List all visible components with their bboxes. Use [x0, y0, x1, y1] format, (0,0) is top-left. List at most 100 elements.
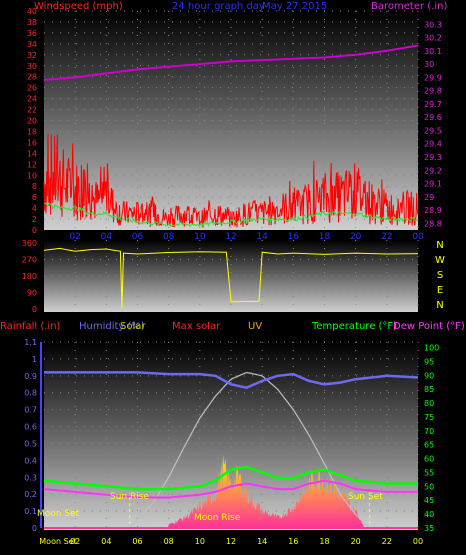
barometer-series: [43, 44, 419, 81]
y-left-tick-label: 6: [32, 193, 37, 202]
y-right-tick-label: 29.2: [424, 166, 442, 175]
direction-tick-label: 270: [22, 256, 37, 265]
max-solar-series: [129, 372, 371, 529]
y-left-tick-label: 0.8: [24, 389, 37, 398]
y-right-tick-label: 75: [424, 413, 434, 422]
y-left-tick-label: 0: [32, 226, 37, 235]
y-left-tick-label: 22: [27, 106, 37, 115]
solar-label: Solar: [120, 321, 146, 332]
y-right-tick-label: 30.3: [424, 20, 442, 29]
x-tick-label: 20: [351, 537, 361, 546]
x-tick-label: 14: [257, 537, 267, 546]
x-tick-label: 18: [319, 232, 331, 242]
y-right-tick-label: 85: [424, 385, 434, 394]
x-tick-label: 02: [70, 537, 80, 546]
y-left-tick-label: 40: [27, 7, 37, 16]
windspeed-label: Windspeed (mph): [34, 1, 123, 12]
y-right-tick-label: 29.5: [424, 126, 442, 135]
x-tick-label: Moon Set: [39, 537, 76, 546]
y-left-tick-label: 18: [27, 127, 37, 136]
y-right-tick-label: 55: [424, 468, 434, 477]
x-tick-label: 16: [288, 232, 300, 242]
y-right-tick-label: 95: [424, 357, 434, 366]
x-tick-label: 00: [413, 537, 423, 546]
sun-set-annotation: Sun Set: [348, 492, 383, 502]
date-label: May 27 2015: [262, 1, 327, 12]
rainfall-label: Rainfall (.in): [0, 321, 61, 332]
y-right-tick-label: 70: [424, 427, 434, 436]
y-right-tick-label: 29: [424, 193, 434, 202]
y-right-tick-label: 29.3: [424, 153, 442, 162]
y-right-tick-label: 29.9: [424, 73, 442, 82]
moon-set-annotation: Moon Set: [37, 509, 80, 519]
x-tick-label: 10: [195, 537, 205, 546]
temperature-series: [43, 465, 418, 491]
y-left-tick-label: 20: [27, 117, 37, 126]
y-right-tick-label: 30.2: [424, 34, 442, 43]
y-left-tick-label: 24: [27, 95, 37, 104]
y-left-tick-label: 28: [27, 73, 37, 82]
y-right-tick-label: 29.6: [424, 113, 442, 122]
y-left-tick-label: 32: [27, 51, 37, 60]
x-tick-label: 14: [256, 232, 268, 242]
x-tick-label: 18: [319, 537, 329, 546]
x-tick-label: 20: [350, 232, 362, 242]
direction-tick-label: 180: [22, 272, 37, 281]
y-left-tick-label: 0.6: [24, 423, 37, 432]
uv-label: UV: [248, 321, 262, 332]
y-right-tick-label: 29.8: [424, 87, 442, 96]
compass-letter: N: [436, 240, 443, 251]
direction-tick-label: 90: [27, 289, 37, 298]
y-left-tick-label: 0.9: [24, 372, 37, 381]
y-right-tick-label: 80: [424, 399, 434, 408]
y-right-tick-label: 29.1: [424, 180, 442, 189]
direction-tick-label: 360: [22, 239, 37, 248]
y-left-tick-label: 30: [27, 62, 37, 71]
y-left-tick-label: 38: [27, 18, 37, 27]
compass-letter: W: [435, 255, 445, 266]
barometer-label: Barometer (.in): [371, 1, 447, 12]
humidity-series: [44, 371, 419, 390]
y-left-tick-label: 0.2: [24, 490, 37, 499]
y-right-tick-label: 29.4: [424, 140, 442, 149]
x-tick-label: 10: [194, 232, 206, 242]
compass-letter: E: [437, 285, 443, 296]
humidity-label: Humidity (%): [79, 321, 145, 332]
sun-rise-annotation: Sun Rise: [110, 492, 149, 502]
x-tick-label: 02: [69, 232, 80, 242]
x-tick-label: 16: [288, 537, 298, 546]
maxsolar-label: Max solar: [172, 321, 221, 332]
x-tick-label: 06: [132, 232, 144, 242]
y-left-tick-label: 2: [32, 215, 37, 224]
y-left-tick-label: 10: [27, 171, 37, 180]
y-left-tick-label: 0.7: [24, 406, 37, 415]
y-left-tick-label: 1: [32, 355, 37, 364]
y-left-tick-label: 0: [32, 524, 37, 533]
y-right-tick-label: 90: [424, 371, 434, 380]
y-left-tick-label: 16: [27, 138, 37, 147]
y-right-tick-label: 65: [424, 441, 434, 450]
solar-area: [168, 454, 364, 528]
x-tick-label: 04: [101, 537, 111, 546]
y-left-tick-label: 8: [32, 182, 37, 191]
y-right-tick-label: 29.7: [424, 100, 442, 109]
wind-average-series: [43, 202, 419, 228]
y-left-tick-label: 4: [32, 204, 37, 213]
x-tick-label: 04: [101, 232, 113, 242]
x-tick-label: 06: [132, 537, 142, 546]
y-right-tick-label: 35: [424, 524, 434, 533]
temperature-label: Temperature (°F): [311, 321, 397, 332]
y-left-tick-label: 0.5: [24, 439, 37, 448]
y-right-tick-label: 30: [424, 60, 434, 69]
y-right-tick-label: 28.9: [424, 206, 442, 215]
x-tick-label: 08: [164, 537, 174, 546]
y-left-tick-label: 34: [27, 40, 37, 49]
direction-tick-label: 0: [32, 305, 37, 314]
x-tick-label: 12: [226, 537, 236, 546]
y-left-tick-label: 0.3: [24, 473, 37, 482]
dewpoint-series: [43, 479, 418, 499]
y-right-tick-label: 45: [424, 496, 434, 505]
y-right-tick-label: 30.1: [424, 47, 442, 56]
y-right-tick-label: 40: [424, 510, 434, 519]
